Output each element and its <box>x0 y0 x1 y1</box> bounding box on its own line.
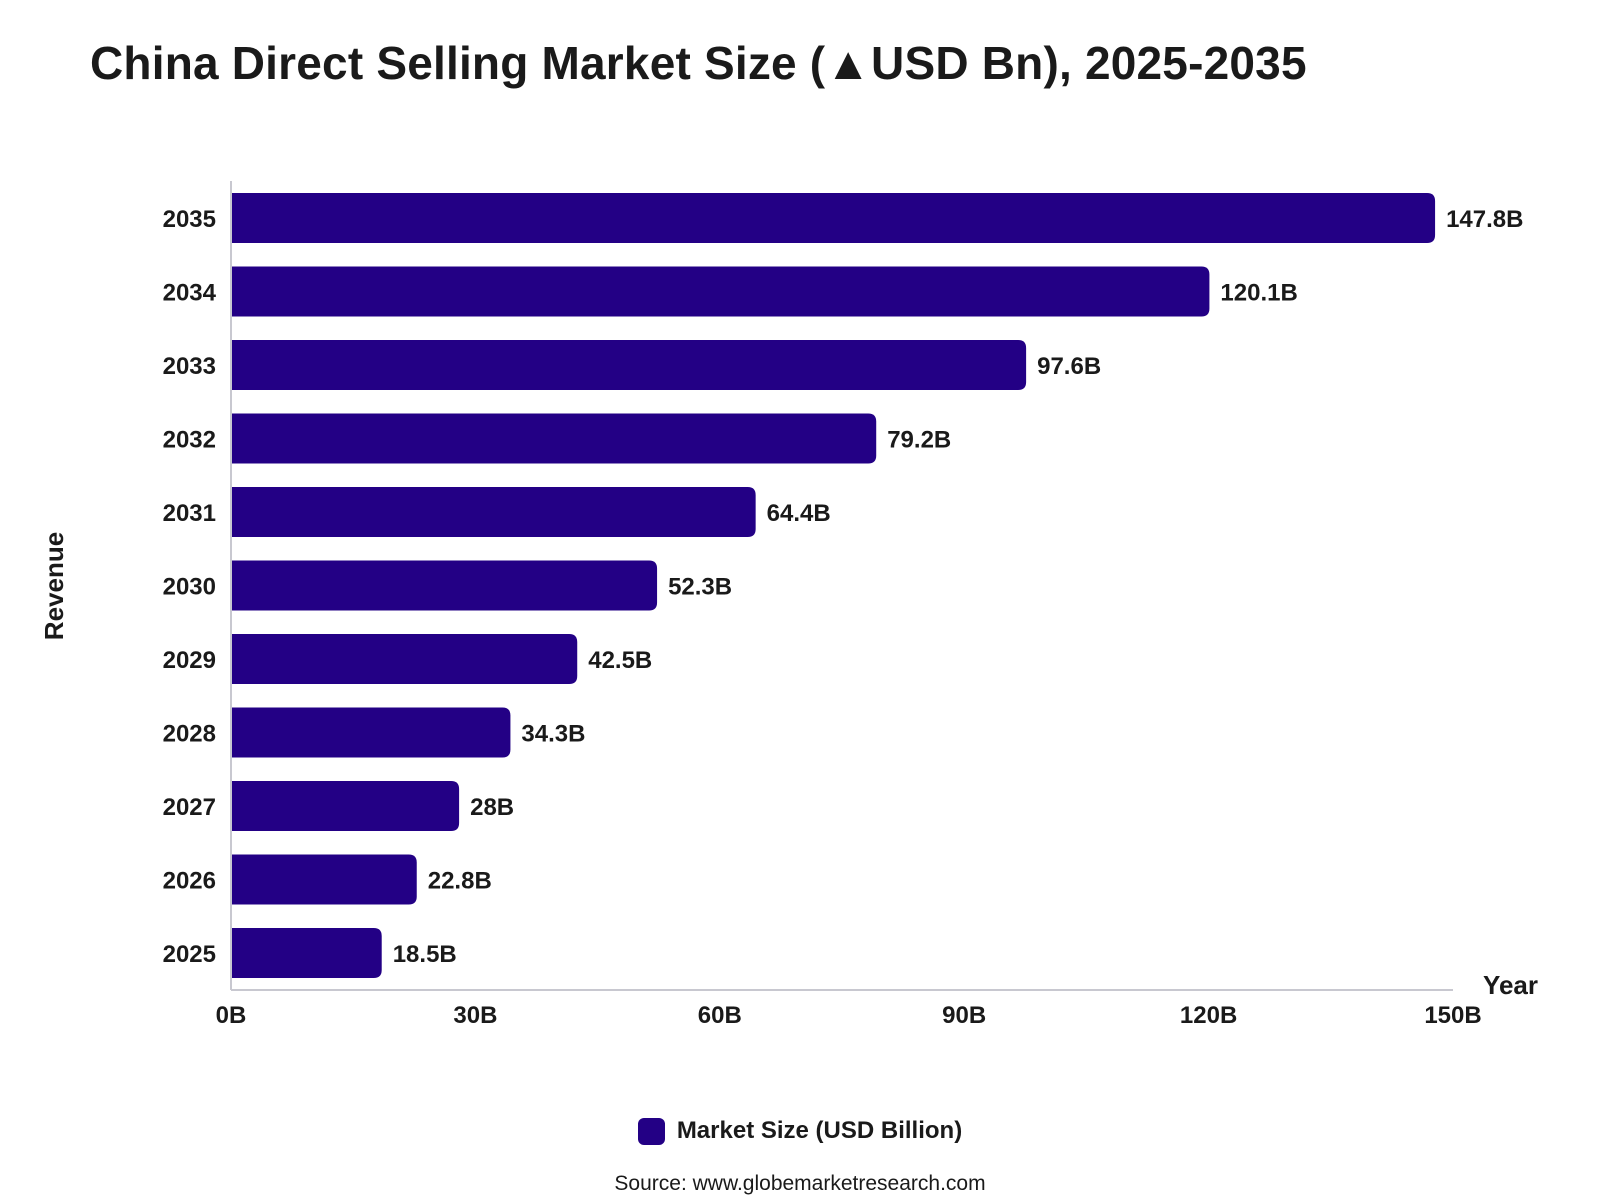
value-label-2034: 120.1B <box>1220 280 1297 307</box>
value-label-2029: 42.5B <box>588 647 652 674</box>
page-title: China Direct Selling Market Size (▲USD B… <box>90 37 1307 89</box>
value-labels-group: 147.8B 120.1B 97.6B 79.2B 64.4B 52.3B 42.5B 34.… <box>393 206 1524 968</box>
legend: Market Size (USD Billion) <box>0 1117 1600 1145</box>
category-label-2032: 2032 <box>163 427 216 454</box>
x-tick-label: 30B <box>453 1002 497 1029</box>
value-label-2028: 34.3B <box>521 721 585 748</box>
category-label-2027: 2027 <box>163 794 216 821</box>
value-label-2033: 97.6B <box>1037 353 1101 380</box>
source-note: Source: www.globemarketresearch.com <box>614 1172 986 1195</box>
x-tick-label: 0B <box>216 1002 247 1029</box>
category-labels-group: 2035 2034 2033 2032 2031 2030 2029 2028 2027 2026… <box>163 206 217 968</box>
value-label-2030: 52.3B <box>668 574 732 601</box>
bar-2027 <box>231 781 460 831</box>
x-tick-labels-group: 0B 30B 60B 90B 120B 150B <box>216 1002 1482 1029</box>
bar-2033 <box>231 340 1027 390</box>
category-label-2030: 2030 <box>163 574 216 601</box>
value-label-2025: 18.5B <box>393 941 457 968</box>
category-label-2033: 2033 <box>163 353 216 380</box>
bar-2026 <box>231 854 417 905</box>
value-label-2031: 64.4B <box>767 500 831 527</box>
x-tick-label: 60B <box>698 1002 742 1029</box>
category-label-2025: 2025 <box>163 941 216 968</box>
category-label-2034: 2034 <box>163 280 217 307</box>
value-label-2035: 147.8B <box>1446 206 1523 233</box>
bar-2035 <box>231 193 1436 243</box>
x-tick-label: 120B <box>1180 1002 1237 1029</box>
value-label-2027: 28B <box>470 794 514 821</box>
bar-2031 <box>231 487 756 537</box>
bar-2029 <box>231 634 578 684</box>
category-label-2035: 2035 <box>163 206 216 233</box>
legend-label: Market Size (USD Billion) <box>676 1117 963 1144</box>
category-label-2029: 2029 <box>163 647 216 674</box>
y-axis-title: Revenue <box>39 532 69 640</box>
bar-2034 <box>231 266 1210 317</box>
category-label-2026: 2026 <box>163 868 216 895</box>
legend-swatch <box>637 1117 665 1145</box>
bars-group <box>231 193 1436 978</box>
value-label-2032: 79.2B <box>887 427 951 454</box>
bar-2025 <box>231 928 382 978</box>
category-label-2031: 2031 <box>163 500 216 527</box>
x-tick-label: 90B <box>942 1002 986 1029</box>
x-axis-title: Year <box>1483 970 1538 1000</box>
value-label-2026: 22.8B <box>428 868 492 895</box>
category-label-2028: 2028 <box>163 721 216 748</box>
bar-2032 <box>231 413 877 464</box>
x-tick-label: 150B <box>1424 1002 1481 1029</box>
bar-2030 <box>231 560 658 611</box>
bar-2028 <box>231 707 511 758</box>
